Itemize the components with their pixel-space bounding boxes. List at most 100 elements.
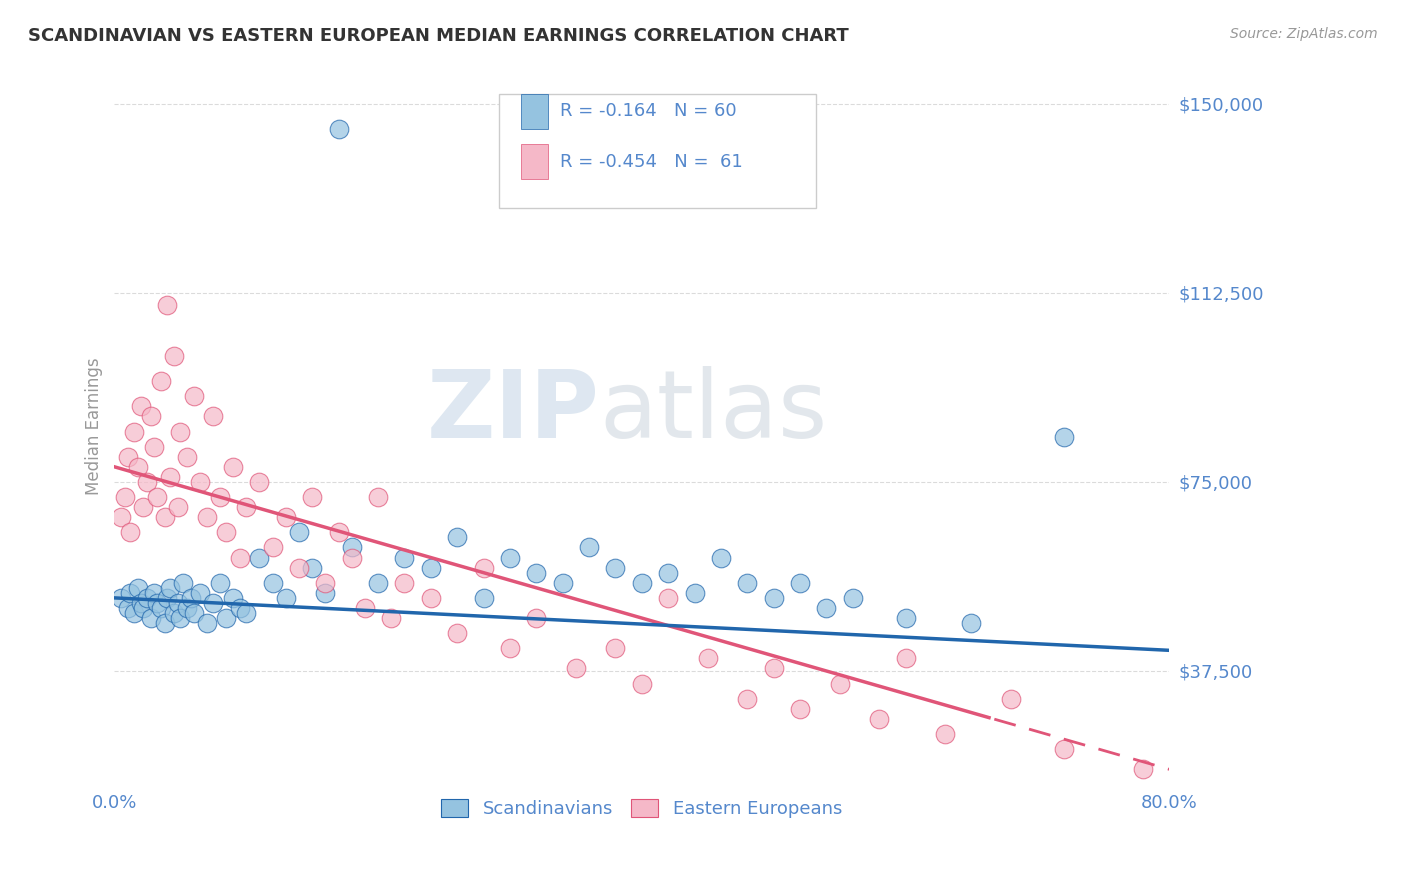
Point [153,510,176,524]
Point [328,122,350,136]
Point [120,525,142,540]
Point [354,601,377,615]
Point [274,510,297,524]
Point [262,575,284,590]
Point [188,586,211,600]
Point [149,374,172,388]
Point [122,425,145,439]
FancyBboxPatch shape [499,94,815,208]
Point [110,510,132,524]
Point [159,470,181,484]
Point [141,409,163,424]
Point [1053,429,1076,443]
Legend: Scandinavians, Eastern Europeans: Scandinavians, Eastern Europeans [434,792,849,825]
Point [842,591,865,605]
Point [340,550,363,565]
Point [630,676,652,690]
Point [367,575,389,590]
Point [129,596,152,610]
Point [472,560,495,574]
Point [696,651,718,665]
Point [894,611,917,625]
Point [169,611,191,625]
Point [605,560,627,574]
Point [288,560,311,574]
Point [235,500,257,515]
Point [114,490,136,504]
Point [499,641,522,656]
Point [127,581,149,595]
Point [202,596,225,610]
Point [815,601,838,615]
Point [446,530,468,544]
Point [274,591,297,605]
Point [288,525,311,540]
Point [762,591,785,605]
Point [1053,742,1076,756]
Point [117,450,139,464]
Point [195,510,218,524]
Point [419,591,441,605]
Point [301,490,323,504]
Point [159,581,181,595]
Point [380,611,402,625]
Point [143,440,166,454]
Point [1132,762,1154,776]
Point [737,691,759,706]
Point [156,591,179,605]
Point [215,611,238,625]
Point [737,575,759,590]
Point [314,575,336,590]
Point [208,490,231,504]
Text: ZIP: ZIP [427,366,599,458]
Point [202,409,225,424]
Point [141,611,163,625]
Point [132,601,155,615]
Point [183,606,205,620]
Point [176,450,198,464]
Point [249,550,271,565]
Point [122,606,145,620]
FancyBboxPatch shape [520,94,548,129]
Point [153,616,176,631]
Point [340,541,363,555]
Point [169,425,191,439]
Point [934,727,956,741]
Point [222,591,245,605]
Point [117,601,139,615]
Point [551,575,574,590]
Point [145,596,167,610]
Y-axis label: Median Earnings: Median Earnings [86,358,103,495]
Point [446,626,468,640]
Point [828,676,851,690]
Point [163,349,186,363]
Point [172,575,194,590]
Point [110,591,132,605]
Point [143,586,166,600]
Point [228,601,250,615]
Point [657,591,679,605]
Point [235,606,257,620]
Text: R = -0.454   N =  61: R = -0.454 N = 61 [560,153,742,170]
Point [127,459,149,474]
Point [499,550,522,565]
Point [894,651,917,665]
Text: atlas: atlas [599,366,828,458]
Point [394,575,416,590]
Point [166,500,188,515]
Point [132,500,155,515]
FancyBboxPatch shape [520,144,548,179]
Point [710,550,733,565]
Point [472,591,495,605]
Point [524,566,547,580]
Point [136,475,159,489]
Point [419,560,441,574]
Point [208,575,231,590]
Point [195,616,218,631]
Point [789,702,811,716]
Point [145,490,167,504]
Point [149,601,172,615]
Point [183,389,205,403]
Point [328,525,350,540]
Point [762,661,785,675]
